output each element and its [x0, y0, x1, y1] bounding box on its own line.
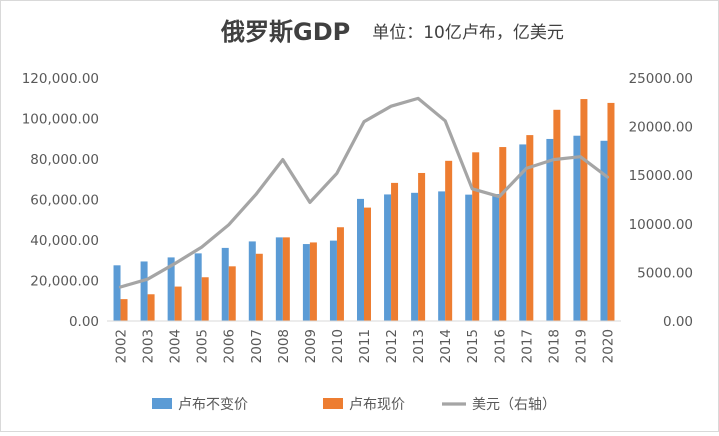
- bar-constant-2012: [384, 194, 392, 321]
- x-tick-label: 2008: [276, 329, 292, 363]
- x-tick-label: 2015: [465, 329, 481, 363]
- left-tick-label: 120,000.00: [22, 71, 99, 87]
- bar-constant-2009: [302, 244, 310, 321]
- x-tick-label: 2016: [492, 329, 508, 363]
- bar-current-2013: [418, 172, 426, 321]
- bar-constant-2007: [248, 241, 256, 321]
- x-tick-label: 2005: [195, 329, 211, 363]
- x-tick-label: 2011: [357, 329, 373, 363]
- bar-current-2017: [526, 135, 534, 321]
- left-tick-label: 60,000.00: [30, 193, 99, 209]
- usd-line: [118, 96, 610, 289]
- bar-current-2012: [391, 182, 399, 321]
- legend-label: 卢布不变价: [178, 397, 248, 413]
- bar-current-2007: [255, 253, 263, 321]
- bar-current-2006: [228, 266, 236, 321]
- x-tick-label: 2010: [330, 329, 346, 363]
- x-tick-label: 2014: [438, 329, 454, 363]
- bar-current-2002: [120, 299, 128, 321]
- bar-current-2011: [364, 207, 371, 321]
- x-tick-label: 2006: [222, 329, 238, 363]
- x-tick-label: 2019: [573, 329, 589, 363]
- bar-current-2015: [472, 152, 480, 321]
- bar-current-2020: [607, 102, 615, 321]
- bar-current-2005: [201, 277, 209, 321]
- right-tick-label: 15000.00: [629, 168, 693, 184]
- legend-label: 卢布现价: [349, 397, 405, 413]
- bar-constant-2010: [329, 240, 337, 321]
- bar-current-2010: [336, 227, 344, 321]
- bar-current-2008: [282, 237, 290, 321]
- right-axis-ticks: 0.00 5000.00 10000.00 15000.00 20000.00 25000…: [629, 71, 693, 330]
- bar-current-2009: [309, 242, 317, 321]
- bar-current-2003: [147, 294, 155, 321]
- bar-constant-2011: [357, 198, 364, 321]
- bar-constant-2008: [275, 237, 283, 321]
- bar-current-2016: [499, 147, 507, 321]
- bar-current-2014: [445, 160, 453, 321]
- x-tick-label: 2012: [384, 329, 400, 363]
- left-tick-label: 100,000.00: [22, 112, 99, 128]
- bar-current-2019: [580, 99, 588, 321]
- x-tick-label: 2018: [546, 329, 562, 363]
- bar-constant-2002: [113, 265, 121, 321]
- bar-constant-2005: [194, 253, 202, 321]
- left-tick-label: 40,000.00: [30, 233, 99, 249]
- x-tick-label: 2003: [141, 329, 157, 363]
- right-tick-label: 10000.00: [629, 217, 693, 233]
- bar-current-2018: [553, 109, 561, 321]
- x-tick-label: 2017: [519, 329, 535, 363]
- right-tick-label: 20000.00: [629, 120, 693, 136]
- bar-constant-2006: [221, 247, 229, 321]
- bar-constant-2014: [438, 191, 446, 321]
- bar-constant-2015: [465, 194, 473, 321]
- right-tick-label: 25000.00: [629, 71, 693, 87]
- legend: 卢布不变价 卢布现价 美元（右轴）: [152, 397, 556, 413]
- legend-swatch: [152, 398, 172, 409]
- bar-current-2004: [174, 286, 182, 321]
- x-axis-ticks: 2002 2003 2004 2005 2006 2007 2008 2009 2010 2011…: [114, 329, 617, 363]
- bar-constant-2017: [519, 144, 527, 321]
- x-tick-label: 2020: [601, 329, 617, 363]
- legend-swatch: [323, 398, 343, 409]
- bar-constant-2003: [140, 261, 148, 321]
- x-tick-label: 2004: [168, 329, 184, 363]
- bar-constant-2020: [600, 140, 608, 321]
- x-tick-label: 2009: [303, 329, 319, 363]
- bar-constant-2019: [573, 135, 581, 321]
- bar-constant-2016: [492, 194, 500, 321]
- left-tick-label: 20,000.00: [30, 274, 99, 290]
- line-series: [118, 96, 610, 289]
- x-tick-label: 2002: [114, 329, 130, 363]
- x-tick-label: 2013: [411, 329, 427, 363]
- chart-title: 俄罗斯GDP: [220, 18, 350, 46]
- left-tick-label: 0.00: [69, 314, 99, 330]
- right-tick-label: 5000.00: [637, 265, 693, 281]
- bar-constant-2018: [546, 138, 554, 321]
- left-tick-label: 80,000.00: [30, 152, 99, 168]
- x-tick-label: 2007: [249, 329, 265, 363]
- bar-constant-2013: [411, 192, 419, 321]
- bar-constant-2004: [167, 257, 175, 321]
- legend-label: 美元（右轴）: [472, 397, 556, 413]
- bar-series: [113, 99, 615, 321]
- left-axis-ticks: 0.00 20,000.00 40,000.00 60,000.00 80,000.00…: [22, 71, 99, 330]
- right-tick-label: 0.00: [663, 314, 693, 330]
- chart-subtitle: 单位：10亿卢布，亿美元: [372, 23, 564, 43]
